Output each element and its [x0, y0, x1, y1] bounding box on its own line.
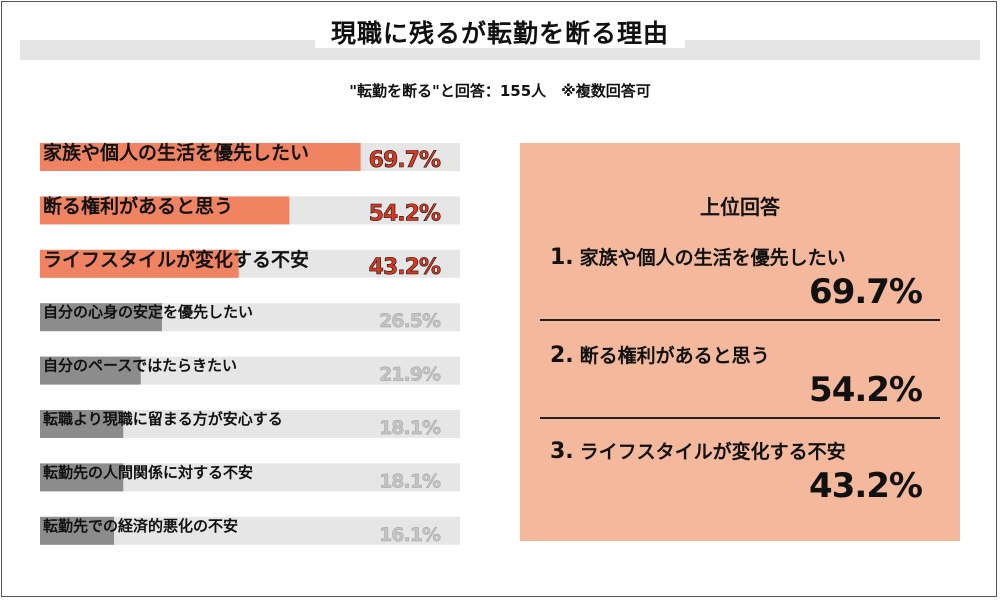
rank-number: 3.	[550, 439, 574, 464]
bar	[40, 463, 124, 492]
rank-number: 2.	[550, 343, 574, 368]
category-label: 家族や個人の生活を優先したい	[43, 141, 309, 164]
bar	[40, 410, 124, 438]
category-label: ライフスタイルが変化する不安	[43, 248, 309, 271]
rank-divider	[540, 319, 940, 321]
rank-value: 69.7%	[809, 272, 923, 312]
category-label: 自分のペースではたらきたい	[43, 357, 237, 375]
value-label: 26.5%	[379, 310, 441, 332]
chart-title: 現職に残るが転勤を断る理由	[0, 14, 1000, 50]
value-label: 43.2%	[369, 255, 441, 280]
rank-item-3: 3. ライフスタイルが変化する不安 43.2%	[540, 437, 940, 506]
rank-divider	[540, 417, 940, 419]
bar	[40, 196, 290, 225]
bar	[40, 356, 141, 385]
bar	[40, 516, 115, 545]
value-label: 69.7%	[369, 148, 441, 173]
bar	[40, 303, 162, 332]
top-answers-title: 上位回答	[700, 195, 780, 219]
rank-label: 2. 断る権利があると思う	[540, 341, 940, 368]
rank-label: 3. ライフスタイルが変化する不安	[540, 437, 940, 464]
rank-text: 断る権利があると思う	[579, 345, 770, 367]
rank-number: 1.	[550, 245, 574, 270]
rank-item-2: 2. 断る権利があると思う 54.2%	[540, 341, 940, 410]
top-answers-panel: 上位回答 1. 家族や個人の生活を優先したい 69.7% 2. 断る権利があると思う…	[520, 143, 960, 541]
rank-value: 43.2%	[809, 466, 923, 506]
rank-item-1: 1. 家族や個人の生活を優先したい 69.7%	[540, 243, 940, 312]
category-label: 転勤先での経済的悪化の不安	[43, 517, 238, 535]
chart-title-text: 現職に残るが転勤を断る理由	[314, 19, 685, 48]
rank-text: 家族や個人の生活を優先したい	[579, 247, 846, 269]
category-label: 転勤先の人間関係に対する不安	[43, 463, 253, 481]
rank-value: 54.2%	[809, 370, 923, 410]
bar	[40, 143, 361, 171]
rank-text: ライフスタイルが変化する不安	[579, 441, 846, 463]
category-label: 自分の心身の安定を優先したい	[43, 303, 253, 321]
category-label: 転職より現職に留まる方が安心する	[43, 410, 283, 428]
value-label: 18.1%	[379, 417, 441, 439]
rank-label: 1. 家族や個人の生活を優先したい	[540, 243, 940, 270]
value-label: 21.9%	[379, 364, 441, 386]
value-label: 18.1%	[379, 470, 441, 492]
bar	[40, 249, 239, 278]
category-label: 断る権利があると思う	[43, 194, 233, 217]
value-label: 54.2%	[369, 201, 441, 226]
title-band	[20, 40, 980, 60]
chart-subtitle: "転勤を断る"と回答：155人 ※複数回答可	[349, 82, 651, 100]
value-label: 16.1%	[379, 524, 441, 546]
